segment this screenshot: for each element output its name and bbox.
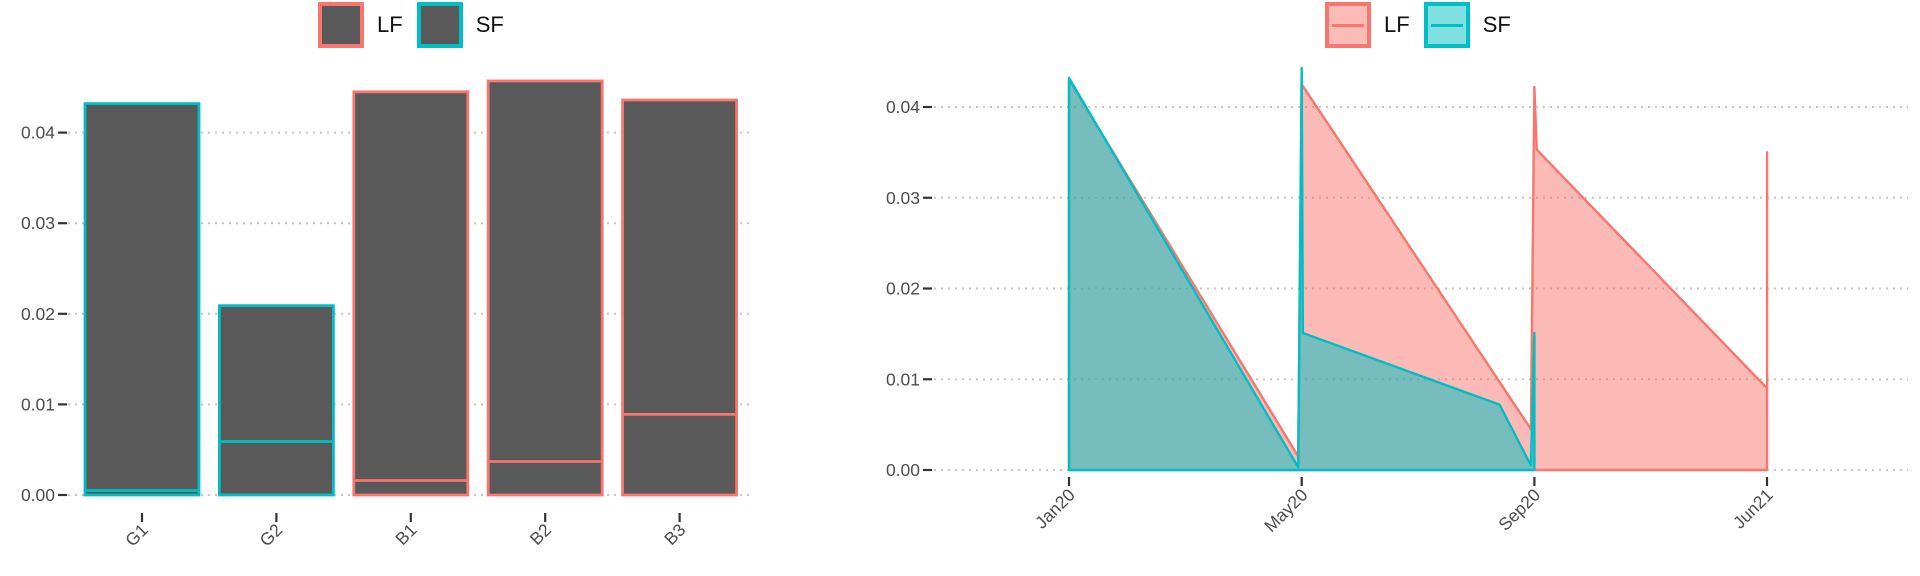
x-tick-label: B1 <box>391 520 420 549</box>
x-tick-label: May20 <box>1260 485 1311 536</box>
bar-G1 <box>83 102 201 497</box>
area-series-SF <box>1067 66 1536 472</box>
legend-label-sf: SF <box>1482 12 1511 37</box>
x-tick-label: G1 <box>121 520 152 551</box>
sf-bar-swatch-icon <box>416 2 463 48</box>
legend-label-lf: LF <box>1384 12 1410 37</box>
bar-B3 <box>621 98 738 497</box>
bar-chart-legend: LF SF <box>318 2 504 48</box>
sf-area-swatch-icon <box>1423 2 1470 48</box>
y-tick-label: 0.04 <box>886 97 920 117</box>
bar-G2 <box>217 304 335 497</box>
x-tick-label: G2 <box>256 520 287 551</box>
lf-bar-swatch-icon <box>318 2 364 48</box>
legend-item-lf: LF <box>1325 2 1410 48</box>
y-tick-label: 0.00 <box>886 460 920 480</box>
y-tick-label: 0.01 <box>21 394 55 414</box>
x-tick-label: Jun21 <box>1729 485 1777 533</box>
legend-label-lf: LF <box>377 12 403 37</box>
bar-chart-canvas: 0.00 0.01 0.02 0.03 0.04 G1 G2 B1 B2 B3 <box>21 79 752 551</box>
bar-chart-panel: LF SF 0.00 0.01 0.02 0.03 0.04 G1 G2 B1 B2 B3 <box>0 0 760 576</box>
x-tick-label: B3 <box>660 520 689 549</box>
y-tick-label: 0.03 <box>886 188 920 208</box>
y-tick-label: 0.02 <box>21 304 55 324</box>
lf-area-swatch-icon <box>1325 2 1371 48</box>
legend-item-sf: SF <box>416 2 504 48</box>
x-tick-label: Jan20 <box>1031 485 1079 533</box>
y-tick-label: 0.00 <box>21 485 55 505</box>
area-chart-legend: LF SF <box>1325 2 1511 48</box>
y-tick-label: 0.01 <box>886 369 920 389</box>
bar-B2 <box>486 79 604 497</box>
area-chart-canvas: 0.00 0.01 0.02 0.03 0.04 Jan20 May20 Sep20 Jun21 <box>886 66 1908 536</box>
legend-item-lf: LF <box>318 2 403 48</box>
bar-B1 <box>352 90 470 497</box>
x-tick-label: B2 <box>526 520 555 549</box>
y-tick-label: 0.03 <box>21 213 55 233</box>
legend-item-sf: SF <box>1423 2 1511 48</box>
y-tick-label: 0.04 <box>21 123 55 143</box>
area-chart-panel: LF SF 0.00 0.01 0.02 0.03 0.04 Jan20 May20 Sep2… <box>760 0 1920 576</box>
legend-label-sf: SF <box>475 12 504 37</box>
x-tick-label: Sep20 <box>1494 485 1544 535</box>
y-tick-label: 0.02 <box>886 279 920 299</box>
